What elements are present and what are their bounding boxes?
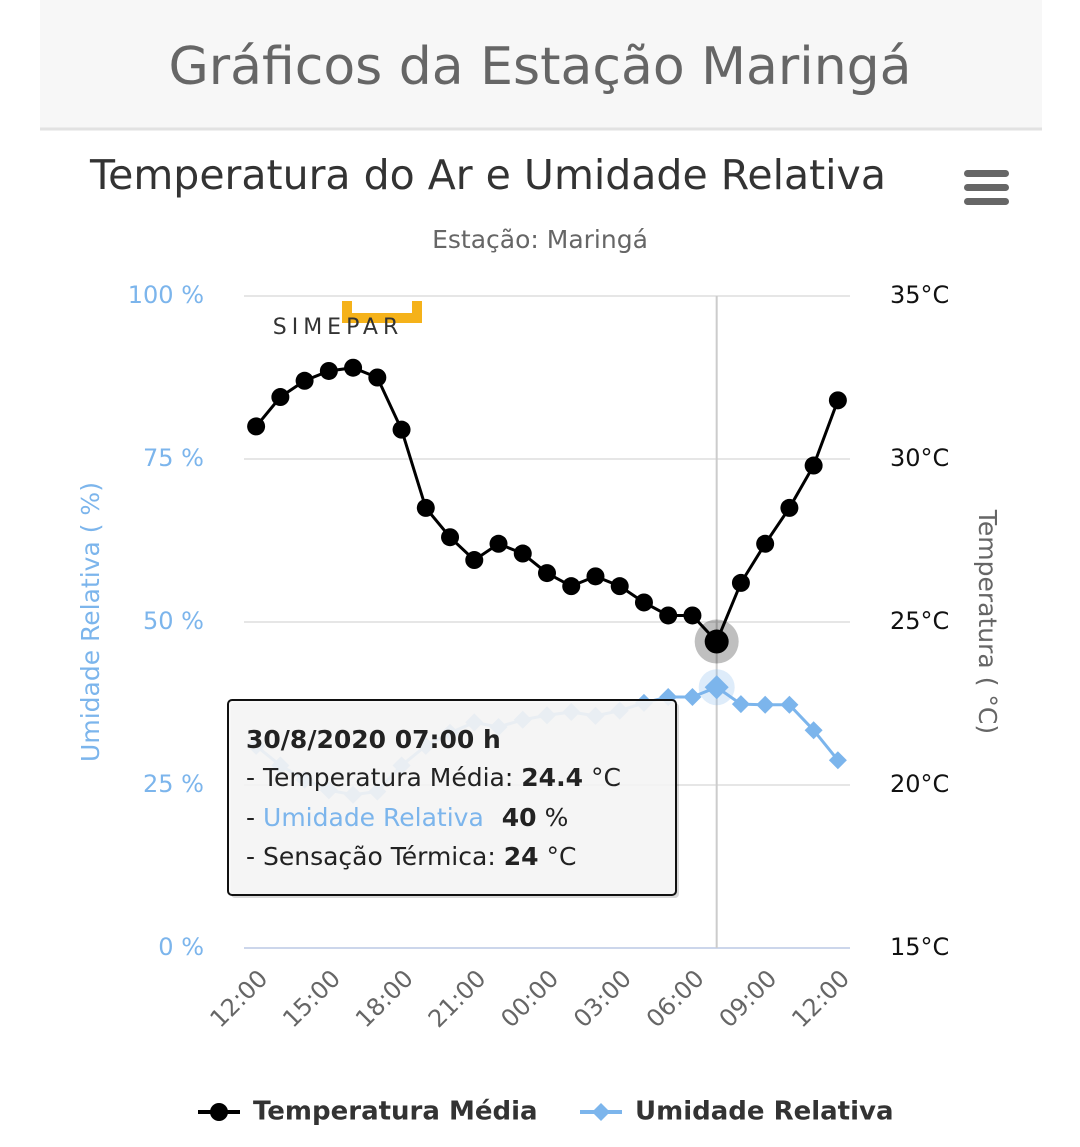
x-tick-label: 15:00 <box>277 964 346 1033</box>
y-tick-label: 75 % <box>143 444 204 472</box>
y-axis-title: Umidade Relativa ( %) <box>76 482 105 762</box>
point <box>271 388 290 407</box>
point <box>780 498 799 517</box>
point <box>659 606 678 625</box>
point <box>683 687 702 706</box>
menu-button[interactable] <box>964 170 1009 205</box>
point <box>368 368 387 387</box>
point <box>344 358 363 377</box>
tooltip-box <box>227 699 677 896</box>
point <box>392 420 411 439</box>
point <box>441 528 460 547</box>
page-title: Gráficos da Estação Maringá <box>168 37 911 97</box>
point <box>247 417 266 436</box>
menu-bar <box>964 170 1009 177</box>
point <box>828 751 847 770</box>
point <box>704 629 729 654</box>
tooltip-text: °C <box>591 763 621 792</box>
point <box>804 456 823 475</box>
y2-tick-label: 20°C <box>890 770 949 798</box>
legend-marker <box>592 1103 610 1121</box>
menu-bar <box>964 198 1009 205</box>
point <box>513 544 532 563</box>
y-tick-label: 100 % <box>128 281 204 309</box>
tooltip-text: - Sensação Térmica: <box>246 842 496 871</box>
point <box>295 371 314 390</box>
y2-tick-label: 25°C <box>890 607 949 635</box>
tooltip-text: 24.4 <box>521 763 583 792</box>
series-line <box>254 366 840 645</box>
y2-tick-label: 15°C <box>890 933 949 961</box>
legend-label: Umidade Relativa <box>635 1097 894 1127</box>
point <box>562 577 581 596</box>
point <box>731 695 750 714</box>
y2-tick-label: 30°C <box>890 444 949 472</box>
point <box>319 361 338 380</box>
x-tick-label: 03:00 <box>568 964 637 1033</box>
header-bg <box>40 0 1042 128</box>
logo-cut <box>352 301 412 313</box>
point <box>704 675 729 700</box>
x-tick-label: 18:00 <box>350 964 419 1033</box>
point <box>804 721 823 740</box>
tooltip-row: - Sensação Térmica: 24 °C <box>246 842 577 871</box>
tooltip-text: 40 <box>502 803 537 832</box>
tooltip-text: 24 <box>504 842 539 871</box>
x-tick-label: 06:00 <box>641 964 710 1033</box>
x-tick-label: 12:00 <box>205 964 274 1033</box>
plot: 0 % 25 % 50 % 75 % 100 % 15°C 20°C 25°C 30°C 35°C… <box>128 281 950 1033</box>
point <box>634 593 653 612</box>
x-tick-label: 00:00 <box>495 964 564 1033</box>
point <box>610 577 629 596</box>
legend-label: Temperatura Média <box>253 1097 538 1127</box>
legend-marker <box>210 1103 228 1121</box>
chart-subtitle: Estação: Maringá <box>432 225 648 254</box>
legend: Temperatura Média Umidade Relativa <box>198 1097 894 1127</box>
y-tick-label: 0 % <box>158 933 204 961</box>
y-tick-label: 50 % <box>143 607 204 635</box>
x-tick-label: 09:00 <box>714 964 783 1033</box>
logo-text: SIMEPAR <box>273 315 404 340</box>
tooltip-title: 30/8/2020 07:00 h <box>246 725 501 754</box>
x-tick-label: 12:00 <box>786 964 855 1033</box>
tooltip-text: - Temperatura Média: <box>246 763 513 792</box>
menu-bar <box>964 184 1009 191</box>
chart-title: Temperatura do Ar e Umidade Relativa <box>89 151 886 199</box>
y2-tick-label: 35°C <box>890 281 949 309</box>
point <box>756 534 775 553</box>
point <box>465 551 484 570</box>
tooltip-row: - Temperatura Média: 24.4 °C <box>246 763 621 792</box>
point <box>756 695 775 714</box>
tooltip-text: Umidade Relativa <box>263 803 484 832</box>
point <box>731 573 750 592</box>
tooltip-text: % <box>545 803 569 832</box>
point <box>683 606 702 625</box>
point <box>586 567 605 586</box>
point <box>538 564 556 583</box>
y-tick-label: 25 % <box>143 770 204 798</box>
point <box>416 498 435 517</box>
point <box>489 534 508 553</box>
tooltip: 30/8/2020 07:00 h - Temperatura Média: 24.… <box>227 699 679 898</box>
point <box>828 391 847 410</box>
logo: SIMEPAR <box>273 301 422 340</box>
tooltip-row: - Umidade Relativa 40% <box>246 803 568 832</box>
tooltip-text: - <box>246 803 255 832</box>
x-tick-label: 21:00 <box>423 964 492 1033</box>
tooltip-text: °C <box>547 842 577 871</box>
point <box>780 695 799 714</box>
y2-axis-title: Temperatura ( °C) <box>973 509 1002 734</box>
